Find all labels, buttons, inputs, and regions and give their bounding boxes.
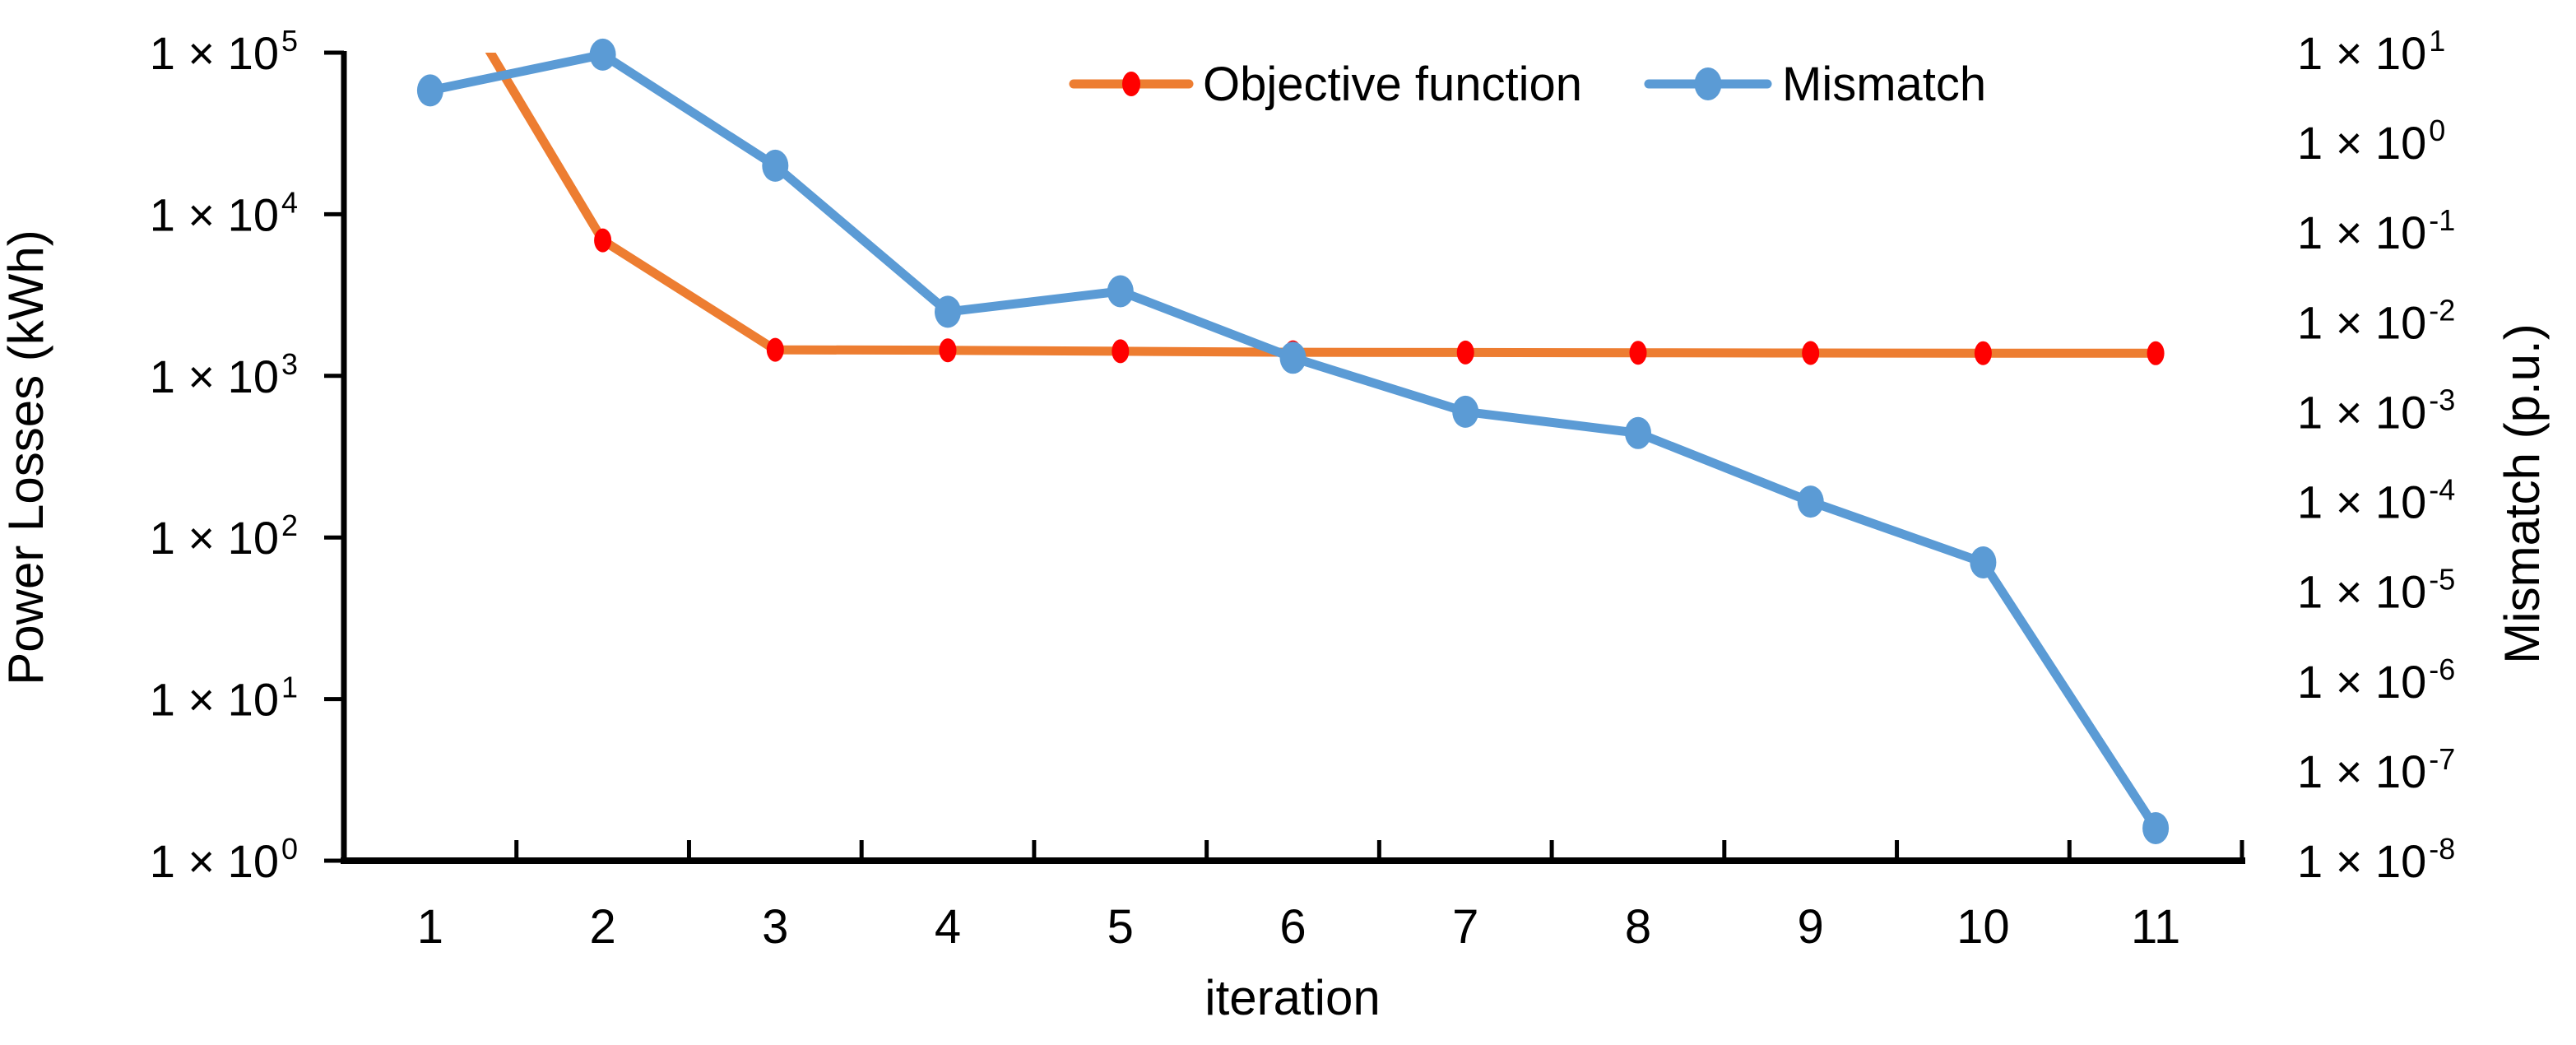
data-point-mismatch[interactable] (1107, 275, 1134, 308)
data-point-mismatch[interactable] (1625, 416, 1651, 449)
x-axis-tick-label: 7 (1452, 900, 1478, 954)
axes: 1 × 105 1 × 104 1 × 103 1 × 102 1 × 101 1 × 1… (150, 24, 2456, 954)
right-axis-tick-label: 1 × 101 (2297, 24, 2445, 79)
right-axis-tick-label: 1 × 10-5 (2297, 563, 2455, 618)
legend-label-mismatch: Mismatch (1782, 58, 1986, 111)
data-point-objective-function[interactable] (939, 338, 957, 363)
right-axis-tick-label: 1 × 10-3 (2297, 383, 2455, 438)
data-point-mismatch[interactable] (935, 295, 961, 328)
legend-item-mismatch[interactable]: Mismatch (1644, 58, 1986, 111)
x-axis-tick-label: 8 (1625, 900, 1651, 954)
data-point-objective-function[interactable] (1629, 341, 1647, 365)
left-axis-title: Power Losses (kWh) (0, 230, 53, 685)
right-axis-title: Mismatch (p.u.) (2495, 323, 2550, 663)
data-point-objective-function[interactable] (2147, 341, 2165, 365)
data-point-mismatch[interactable] (2142, 812, 2170, 844)
right-axis-tick-label: 1 × 10-8 (2297, 832, 2455, 887)
right-axis-tick-label: 1 × 10-6 (2297, 653, 2455, 708)
data-point-objective-function[interactable] (1456, 340, 1474, 365)
x-axis-tick-label: 1 (417, 900, 443, 954)
series-line-objective-function[interactable] (430, 0, 2161, 358)
left-axis-tick-label: 1 × 101 (150, 671, 298, 726)
x-axis-tick-label: 9 (1798, 900, 1824, 954)
data-point-objective-function[interactable] (594, 228, 612, 253)
x-axis-tick-label: 6 (1279, 900, 1306, 954)
x-axis-tick-label: 2 (589, 900, 615, 954)
data-point-mismatch[interactable] (1279, 341, 1307, 374)
legend[interactable]: Objective function Mismatch (1069, 58, 1986, 111)
series-layer (416, 0, 2170, 844)
legend-marker-mismatch (1694, 67, 1722, 100)
data-point-objective-function[interactable] (1974, 341, 1992, 365)
left-axis-tick-label: 1 × 100 (150, 832, 298, 887)
x-axis-tick-label: 5 (1107, 900, 1134, 954)
left-axis-tick-label: 1 × 103 (150, 347, 298, 402)
left-axis-tick-label: 1 × 102 (150, 509, 298, 564)
data-point-mismatch[interactable] (1452, 395, 1479, 428)
legend-label-objective-function: Objective function (1203, 58, 1582, 111)
data-point-objective-function[interactable] (766, 337, 784, 362)
left-axis-tick-label: 1 × 105 (150, 24, 298, 79)
right-axis-tick-label: 1 × 10-2 (2297, 293, 2455, 348)
data-point-mismatch[interactable] (1797, 485, 1824, 518)
right-axis-tick-label: 1 × 100 (2297, 114, 2445, 169)
data-point-mismatch[interactable] (416, 74, 443, 107)
data-point-mismatch[interactable] (762, 149, 789, 182)
right-axis-tick-label: 1 × 10-7 (2297, 742, 2455, 797)
x-axis-tick-label: 10 (1956, 900, 2010, 954)
series-line-mismatch[interactable] (425, 53, 2161, 833)
data-point-mismatch[interactable] (589, 38, 616, 71)
x-axis-tick-label: 11 (2131, 900, 2180, 954)
x-axis-tick-label: 3 (762, 900, 788, 954)
x-axis-tick-label: 4 (935, 900, 961, 954)
data-point-mismatch[interactable] (1970, 546, 1997, 578)
data-point-objective-function[interactable] (1112, 339, 1130, 364)
data-point-objective-function[interactable] (1802, 341, 1820, 365)
legend-marker-objective-function (1122, 72, 1140, 96)
right-axis-tick-label: 1 × 10-1 (2297, 203, 2455, 258)
x-axis-title: iteration (1204, 970, 1380, 1025)
right-axis-tick-label: 1 × 10-4 (2297, 473, 2455, 528)
legend-item-objective-function[interactable]: Objective function (1069, 58, 1582, 111)
left-axis-tick-label: 1 × 104 (150, 185, 298, 240)
